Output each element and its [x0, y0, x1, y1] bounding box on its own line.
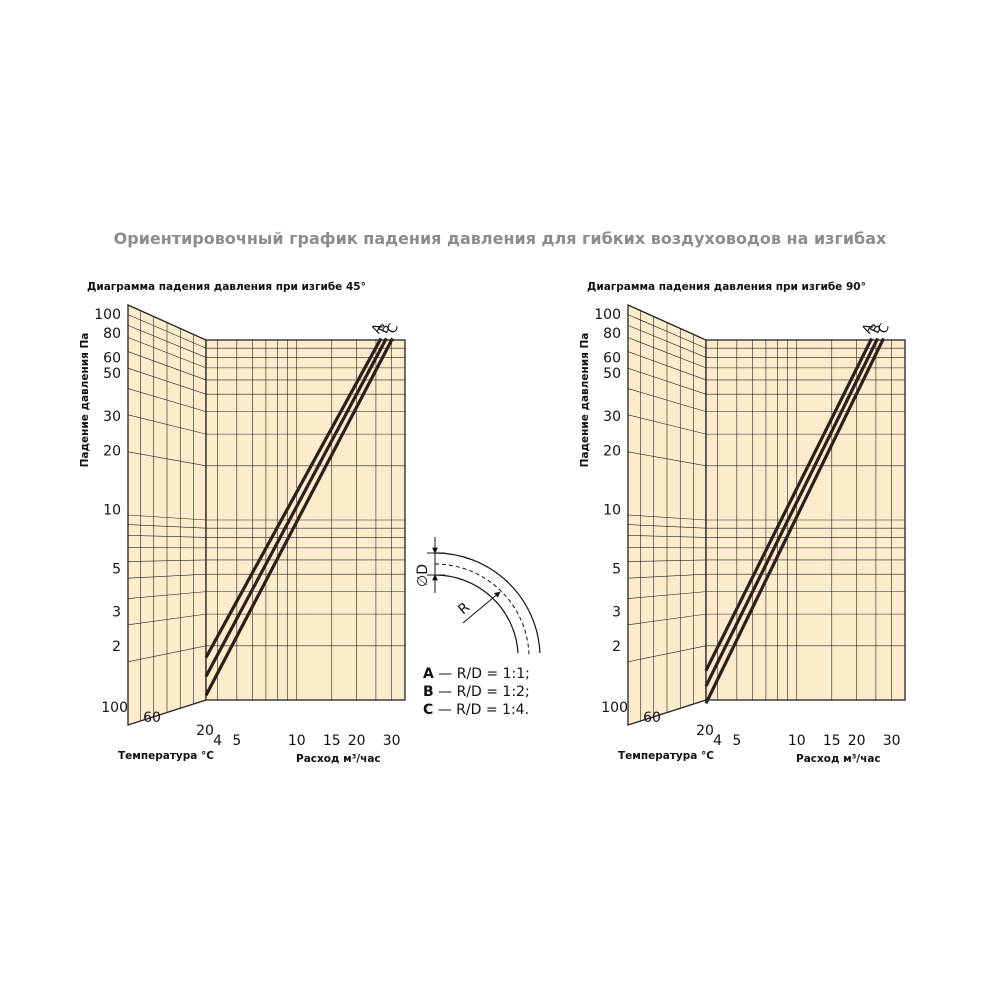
x-tick-label: 5: [232, 733, 241, 749]
y-tick-label: 5: [612, 561, 621, 577]
y-tick-label: 50: [103, 366, 121, 382]
legend-text-a: — R/D = 1:1;: [434, 666, 530, 682]
x-tick-label: 30: [883, 733, 901, 749]
x-tick-label: 15: [823, 733, 841, 749]
y-tick-label: 80: [603, 326, 621, 342]
x-tick-label: 30: [383, 733, 401, 749]
temp-axis-label: Температура °C: [118, 750, 214, 762]
bend-diagram: ∅D R A — R/D = 1:1; B — R/D = 1:2; C — R…: [415, 537, 541, 718]
y-tick-label: 60: [603, 350, 621, 366]
y-tick-label: 30: [103, 409, 121, 425]
y-tick-label: 2: [112, 639, 121, 655]
temp-tick-label: 100: [101, 700, 128, 716]
temp-tick-label: 100: [601, 700, 628, 716]
x-tick-label: 5: [732, 733, 741, 749]
temp-axis-label: Температура °C: [618, 750, 714, 762]
y-tick-label: 20: [103, 444, 121, 460]
temp-tick-label: 20: [696, 723, 714, 739]
x-tick-label: 20: [348, 733, 366, 749]
legend-text-b: — R/D = 1:2;: [434, 684, 530, 700]
legend-letter-a: A: [423, 666, 434, 682]
y-tick-label: 20: [603, 444, 621, 460]
y-axis-label: Падение давления Па: [579, 333, 591, 468]
chart-title: Диаграмма падения давления при изгибе 45…: [87, 281, 366, 293]
y-tick-label: 60: [103, 350, 121, 366]
y-tick-label: 100: [94, 307, 121, 323]
series-line-a: [704, 337, 874, 672]
series-line-b: [204, 337, 388, 678]
legend: A — R/D = 1:1; B — R/D = 1:2; C — R/D = …: [423, 666, 530, 718]
series-line-b: [704, 337, 880, 687]
legend-letter-c: C: [423, 702, 433, 718]
diameter-label: ∅D: [415, 564, 431, 587]
duct-bend-icon: [427, 537, 541, 656]
page-title: Ориентировочный график падения давления …: [113, 229, 887, 248]
temp-tick-label: 60: [143, 710, 161, 726]
y-tick-label: 50: [603, 366, 621, 382]
legend-letter-b: B: [423, 684, 434, 700]
y-tick-label: 80: [103, 326, 121, 342]
y-tick-label: 100: [594, 307, 621, 323]
x-axis-label: Расход м³/час: [796, 753, 881, 765]
temp-tick-label: 60: [643, 710, 661, 726]
y-axis-label: Падение давления Па: [79, 333, 91, 468]
series-line-c: [704, 337, 885, 705]
legend-entry-c: C — R/D = 1:4.: [423, 702, 529, 718]
chart-title: Диаграмма падения давления при изгибе 90…: [587, 281, 866, 293]
legend-entry-a: A — R/D = 1:1;: [423, 666, 530, 682]
x-tick-label: 4: [213, 733, 222, 749]
x-axis-label: Расход м³/час: [296, 753, 381, 765]
x-tick-label: 15: [323, 733, 341, 749]
y-tick-label: 2: [612, 639, 621, 655]
legend-entry-b: B — R/D = 1:2;: [423, 684, 530, 700]
x-tick-label: 20: [848, 733, 866, 749]
x-tick-label: 10: [788, 733, 806, 749]
series-line-a: [204, 337, 383, 659]
y-tick-label: 10: [103, 503, 121, 519]
y-tick-label: 3: [612, 605, 621, 621]
temp-tick-label: 20: [196, 723, 214, 739]
radius-label: R: [455, 599, 473, 618]
y-tick-label: 5: [112, 561, 121, 577]
x-tick-label: 4: [713, 733, 722, 749]
y-tick-label: 10: [603, 503, 621, 519]
x-tick-label: 10: [288, 733, 306, 749]
y-tick-label: 30: [603, 409, 621, 425]
y-tick-label: 3: [112, 605, 121, 621]
series-line-c: [204, 337, 394, 697]
legend-text-c: — R/D = 1:4.: [433, 702, 529, 718]
